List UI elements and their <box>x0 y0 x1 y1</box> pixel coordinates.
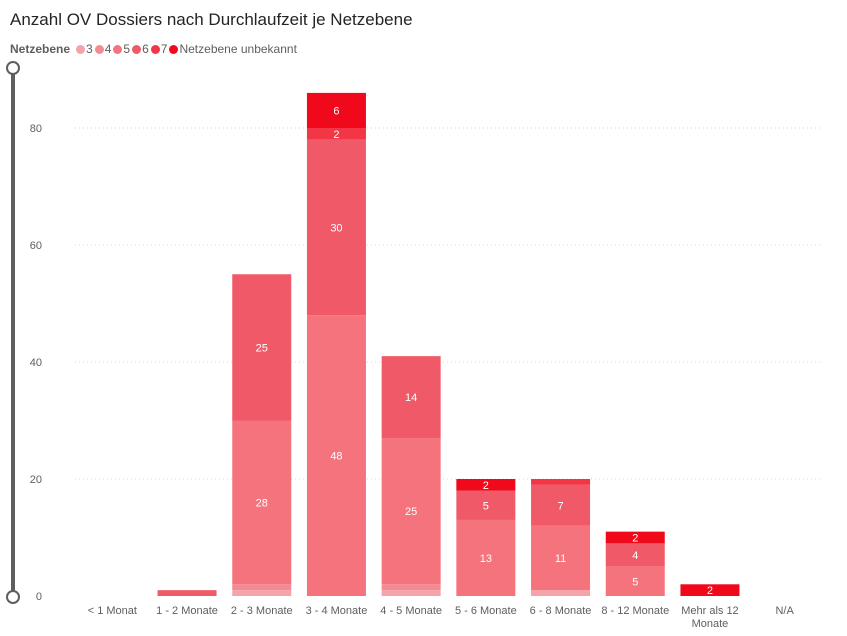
bar-segment <box>232 420 292 585</box>
bar-segment <box>306 128 366 140</box>
legend-label: 7 <box>160 42 168 56</box>
bar-segment <box>157 590 217 596</box>
y-axis: 0 20 40 60 80 <box>30 123 42 603</box>
data-label: 25 <box>256 342 268 354</box>
legend-label: 6 <box>142 42 149 56</box>
data-label: 2 <box>483 480 489 492</box>
gridlines <box>75 127 822 480</box>
legend-item[interactable]: 3 <box>76 42 93 56</box>
x-tick-label: 1 - 2 Monate <box>156 605 218 617</box>
x-tick-label: < 1 Monat <box>88 605 137 617</box>
legend-marker <box>150 44 160 54</box>
bar-segment <box>381 590 441 596</box>
bar-segment <box>381 356 441 439</box>
data-label: 25 <box>405 506 417 518</box>
legend-marker <box>132 44 142 54</box>
x-tick-label: 4 - 5 Monate <box>380 605 442 617</box>
bar-segment <box>232 274 292 421</box>
y-tick-label: 0 <box>36 591 42 603</box>
bars <box>157 92 740 596</box>
legend-title: Netzebene <box>10 42 71 56</box>
bar-segment <box>680 584 740 596</box>
legend-item[interactable]: 6 <box>132 42 149 56</box>
data-label: 11 <box>555 553 566 565</box>
zoom-slider[interactable] <box>6 61 20 604</box>
legend-marker <box>94 44 104 54</box>
legend-label: 4 <box>104 42 112 56</box>
x-tick-label: 2 - 3 Monate <box>231 605 293 617</box>
bar-segment <box>232 590 292 596</box>
data-label: 7 <box>557 500 563 512</box>
y-tick-label: 80 <box>30 123 42 135</box>
bar-segment <box>531 484 591 526</box>
x-tick-label: Mehr als 12 Monate <box>681 605 738 630</box>
bar-segment <box>531 525 591 591</box>
x-tick-label: N/A <box>775 605 794 617</box>
bar-segment <box>605 566 665 596</box>
legend-label: 3 <box>86 42 93 56</box>
data-label: 4 <box>632 550 638 562</box>
x-tick-label: 6 - 8 Monate <box>530 605 592 617</box>
x-tick-label: 8 - 12 Monate <box>601 605 669 617</box>
y-tick-label: 60 <box>30 240 42 252</box>
bar-segment <box>306 139 366 316</box>
bar-segment <box>531 479 591 485</box>
data-label: 5 <box>632 576 638 588</box>
bar-segment <box>605 543 665 567</box>
bar-segment <box>306 315 366 596</box>
chart-title: Anzahl OV Dossiers nach Durchlaufzeit je… <box>10 10 413 29</box>
data-label: 48 <box>330 451 342 463</box>
data-label: 2 <box>707 585 713 597</box>
bar-segment <box>531 590 591 596</box>
legend-marker <box>76 44 86 54</box>
y-tick-label: 40 <box>30 357 42 369</box>
bar-segment <box>232 584 292 591</box>
x-tick-label: 5 - 6 Monate <box>455 605 517 617</box>
legend-marker <box>113 44 123 54</box>
bar-segment <box>605 531 665 544</box>
data-label: 6 <box>333 105 339 117</box>
data-label: 28 <box>256 497 268 509</box>
legend-items: 3 4 5 6 7 Netzebene unbekannt <box>76 42 299 56</box>
data-label: 13 <box>480 553 492 565</box>
data-labels: 28 25 48 30 2 6 25 14 13 5 2 11 7 5 4 2 2 <box>256 105 713 597</box>
legend-label: Netzebene unbekannt <box>179 42 297 56</box>
legend-label: 5 <box>123 42 131 56</box>
legend-item[interactable]: 5 <box>113 42 130 56</box>
x-tick-label: 3 - 4 Monate <box>306 605 368 617</box>
bar-segment <box>456 519 516 596</box>
bar-segment <box>456 479 516 491</box>
zoom-slider-top-handle[interactable] <box>6 61 20 75</box>
data-label: 14 <box>405 392 417 404</box>
legend-marker <box>169 44 179 54</box>
data-label: 2 <box>632 533 638 545</box>
data-label: 5 <box>483 500 489 512</box>
bar-segment <box>456 490 516 520</box>
y-tick-label: 20 <box>30 474 42 486</box>
bar-segment <box>381 438 441 585</box>
legend-item[interactable]: 4 <box>94 42 112 56</box>
data-label: 30 <box>330 222 342 234</box>
legend-item[interactable]: Netzebene unbekannt <box>169 42 297 56</box>
x-axis: < 1 Monat 1 - 2 Monate 2 - 3 Monate 3 - 4 M… <box>88 605 795 630</box>
legend-item[interactable]: 7 <box>150 42 168 56</box>
bar-segment <box>306 92 366 128</box>
legend: Netzebene 3 4 5 6 7 Netzebene unbekannt <box>10 42 299 56</box>
zoom-slider-bottom-handle[interactable] <box>6 590 20 604</box>
bar-segment <box>381 584 441 591</box>
data-label: 2 <box>333 129 339 141</box>
